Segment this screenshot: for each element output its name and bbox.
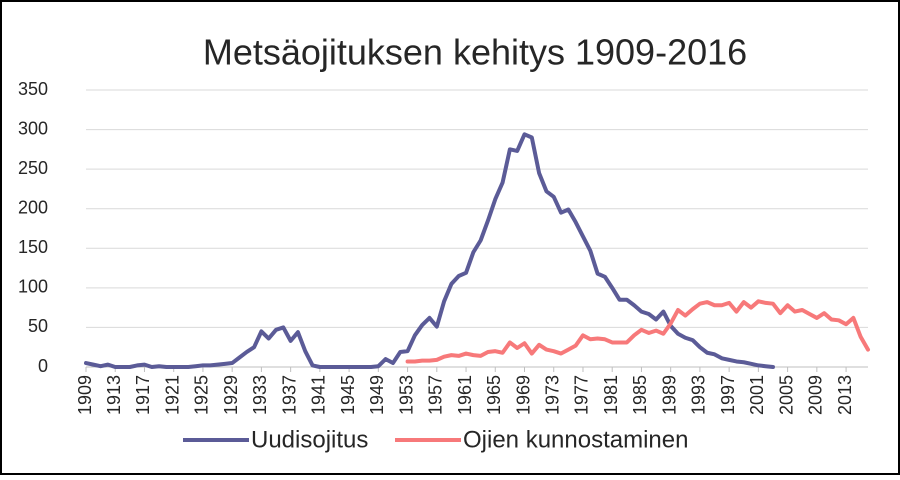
x-tick-label: 1937 — [279, 375, 299, 415]
y-tick-label: 300 — [18, 118, 48, 138]
x-tick-label: 1921 — [162, 375, 182, 415]
y-tick-label: 50 — [28, 316, 48, 336]
x-tick-label: 1917 — [133, 375, 153, 415]
y-tick-label: 350 — [18, 79, 48, 99]
x-tick-label: 1993 — [689, 375, 709, 415]
x-tick-label: 1913 — [104, 375, 124, 415]
y-tick-label: 0 — [38, 356, 48, 376]
x-tick-label: 2013 — [835, 375, 855, 415]
x-tick-label: 1981 — [601, 375, 621, 415]
x-tick-label: 1985 — [630, 375, 650, 415]
x-tick-label: 1969 — [513, 375, 533, 415]
legend-label: Ojien kunnostaminen — [463, 426, 688, 453]
x-tick-label: 1961 — [455, 375, 475, 415]
x-tick-label: 1909 — [75, 375, 95, 415]
x-tick-label: 1965 — [484, 375, 504, 415]
x-tick-label: 1977 — [572, 375, 592, 415]
x-tick-label: 1929 — [221, 375, 241, 415]
x-tick-label: 1933 — [250, 375, 270, 415]
x-tick-label: 2005 — [776, 375, 796, 415]
x-tick-label: 1973 — [542, 375, 562, 415]
series-line — [405, 299, 870, 364]
series-line — [84, 132, 775, 369]
x-tick-label: 1941 — [309, 375, 329, 415]
y-tick-label: 200 — [18, 197, 48, 217]
x-tick-label: 1989 — [659, 375, 679, 415]
x-tick-label: 1957 — [426, 375, 446, 415]
x-tick-label: 1945 — [338, 375, 358, 415]
legend-label: Uudisojitus — [251, 426, 368, 453]
x-tick-label: 2001 — [747, 375, 767, 415]
x-tick-label: 1997 — [718, 375, 738, 415]
x-tick-label: 2009 — [806, 375, 826, 415]
x-tick-label: 1949 — [367, 375, 387, 415]
y-tick-label: 250 — [18, 158, 48, 178]
y-tick-label: 150 — [18, 237, 48, 257]
y-tick-label: 100 — [18, 277, 48, 297]
chart-title: Metsäojituksen kehitys 1909-2016 — [203, 32, 747, 73]
x-tick-label: 1953 — [396, 375, 416, 415]
x-tick-label: 1925 — [192, 375, 212, 415]
